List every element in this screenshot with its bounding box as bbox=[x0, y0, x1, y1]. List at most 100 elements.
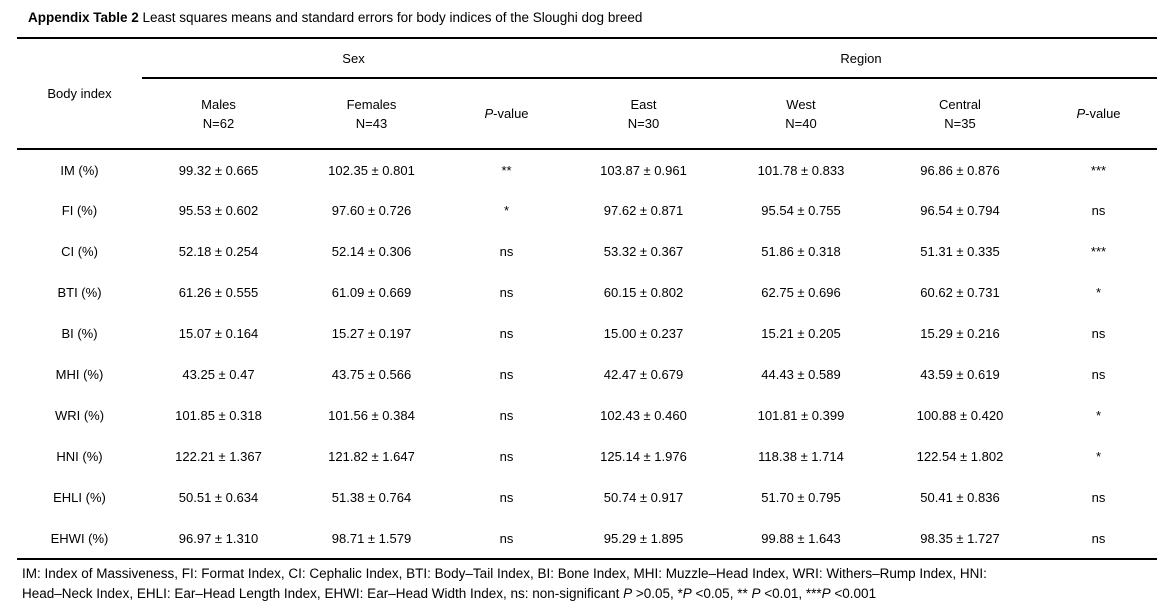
table-cell: ns bbox=[499, 490, 514, 505]
body-index-cell: FI (%) bbox=[61, 203, 98, 218]
table-cell: *** bbox=[1090, 162, 1107, 178]
females-column-header: Females N=43 bbox=[295, 78, 448, 150]
column-n: N=40 bbox=[785, 115, 817, 131]
column-name: Females bbox=[346, 96, 397, 112]
table-cell: 101.85 ± 0.318 bbox=[175, 408, 262, 423]
table-row: BI (%) 15.07 ± 0.164 15.27 ± 0.197 ns 15… bbox=[17, 313, 1157, 354]
table-cell: 101.78 ± 0.833 bbox=[757, 162, 845, 178]
table-cell: 15.29 ± 0.216 bbox=[920, 326, 1000, 341]
table-cell: ns bbox=[499, 408, 514, 423]
table-cell: * bbox=[1095, 449, 1102, 464]
table-cell: 122.21 ± 1.367 bbox=[175, 449, 262, 464]
table-caption: Appendix Table 2 Least squares means and… bbox=[28, 10, 643, 25]
table-cell: 62.75 ± 0.696 bbox=[761, 285, 841, 300]
table-cell: 99.88 ± 1.643 bbox=[761, 530, 841, 546]
table-row: EHWI (%) 96.97 ± 1.310 98.71 ± 1.579 ns … bbox=[17, 518, 1157, 559]
table-cell: 43.25 ± 0.47 bbox=[182, 367, 255, 382]
table-cell: 52.18 ± 0.254 bbox=[178, 244, 259, 259]
table-cell: ns bbox=[499, 244, 514, 259]
column-name: Central bbox=[939, 96, 981, 112]
sex-pvalue-column-header: P-value bbox=[448, 78, 565, 150]
table-cell: 60.15 ± 0.802 bbox=[603, 285, 684, 300]
table-cell: ns bbox=[499, 326, 514, 341]
table-row: EHLI (%) 50.51 ± 0.634 51.38 ± 0.764 ns … bbox=[17, 477, 1157, 518]
table-cell: 95.54 ± 0.755 bbox=[761, 203, 841, 218]
central-column-header: Central N=35 bbox=[880, 78, 1040, 150]
table-cell: 97.60 ± 0.726 bbox=[331, 203, 412, 218]
column-n: N=62 bbox=[202, 115, 235, 131]
table-cell: 42.47 ± 0.679 bbox=[603, 367, 684, 382]
table-cell: 15.27 ± 0.197 bbox=[331, 326, 412, 341]
table-cell: 102.35 ± 0.801 bbox=[328, 162, 415, 178]
table-footnote: IM: Index of Massiveness, FI: Format Ind… bbox=[22, 564, 1170, 604]
sex-group-header: Sex bbox=[142, 38, 565, 79]
east-column-header: East N=30 bbox=[565, 78, 722, 150]
body-indices-table: Body index Sex Region Males N=62 Females… bbox=[17, 37, 1158, 560]
table-cell: * bbox=[1095, 285, 1102, 300]
table-cell: 61.26 ± 0.555 bbox=[178, 285, 259, 300]
body-index-cell: EHLI (%) bbox=[53, 490, 106, 505]
body-index-header: Body index bbox=[17, 38, 142, 150]
table-cell: * bbox=[1095, 408, 1102, 423]
table-cell: 98.71 ± 1.579 bbox=[331, 530, 412, 546]
table-cell: ns bbox=[1091, 203, 1106, 218]
table-row: WRI (%) 101.85 ± 0.318 101.56 ± 0.384 ns… bbox=[17, 395, 1157, 436]
table-row: FI (%) 95.53 ± 0.602 97.60 ± 0.726 * 97.… bbox=[17, 190, 1157, 231]
table-cell: 61.09 ± 0.669 bbox=[331, 285, 412, 300]
table-cell: ns bbox=[1091, 326, 1106, 341]
table-cell: 50.41 ± 0.836 bbox=[920, 490, 1000, 505]
body-index-cell: BTI (%) bbox=[57, 285, 102, 300]
column-n: N=35 bbox=[944, 115, 976, 131]
table-cell: 51.38 ± 0.764 bbox=[331, 490, 412, 505]
column-header-row: Males N=62 Females N=43 P-value East N=3… bbox=[17, 78, 1158, 150]
body-index-cell: IM (%) bbox=[60, 162, 99, 178]
table-row: HNI (%) 122.21 ± 1.367 121.82 ± 1.647 ns… bbox=[17, 436, 1157, 477]
table-row: CI (%) 52.18 ± 0.254 52.14 ± 0.306 ns 53… bbox=[17, 231, 1157, 272]
column-n: N=43 bbox=[355, 115, 388, 131]
table-cell: 103.87 ± 0.961 bbox=[600, 162, 687, 178]
table-cell: * bbox=[503, 203, 510, 218]
column-n: N=30 bbox=[627, 115, 660, 131]
table-cell: 97.62 ± 0.871 bbox=[603, 203, 684, 218]
table-cell: 44.43 ± 0.589 bbox=[761, 367, 841, 382]
column-name: West bbox=[786, 96, 816, 112]
table-cell: *** bbox=[1090, 244, 1107, 259]
table-cell: 95.53 ± 0.602 bbox=[178, 203, 259, 218]
body-index-cell: EHWI (%) bbox=[50, 530, 109, 546]
table-cell: 99.32 ± 0.665 bbox=[178, 162, 259, 178]
table-cell: 52.14 ± 0.306 bbox=[331, 244, 412, 259]
table-cell: 101.56 ± 0.384 bbox=[328, 408, 415, 423]
table-cell: 51.86 ± 0.318 bbox=[761, 244, 841, 259]
table-cell: 15.07 ± 0.164 bbox=[178, 326, 259, 341]
body-index-cell: BI (%) bbox=[61, 326, 98, 341]
table-cell: 118.38 ± 1.714 bbox=[758, 449, 844, 464]
table-cell: 15.21 ± 0.205 bbox=[761, 326, 841, 341]
table-cell: 102.43 ± 0.460 bbox=[600, 408, 687, 423]
table-cell: ns bbox=[499, 367, 514, 382]
males-column-header: Males N=62 bbox=[142, 78, 295, 150]
table-cell: 96.54 ± 0.794 bbox=[920, 203, 1000, 218]
table-cell: 43.59 ± 0.619 bbox=[920, 367, 1000, 382]
table-cell: 98.35 ± 1.727 bbox=[920, 530, 1000, 546]
table-cell: 51.31 ± 0.335 bbox=[920, 244, 1000, 259]
region-pvalue-column-header: P-value bbox=[1040, 78, 1158, 150]
table-cell: 60.62 ± 0.731 bbox=[920, 285, 1000, 300]
table-cell: 43.75 ± 0.566 bbox=[331, 367, 412, 382]
west-column-header: West N=40 bbox=[722, 78, 880, 150]
table-cell: 53.32 ± 0.367 bbox=[603, 244, 684, 259]
body-index-cell: MHI (%) bbox=[55, 367, 104, 382]
table-cell: ns bbox=[1091, 490, 1106, 505]
table-cell: ns bbox=[499, 285, 514, 300]
table-row: MHI (%) 43.25 ± 0.47 43.75 ± 0.566 ns 42… bbox=[17, 354, 1157, 395]
body-index-cell: WRI (%) bbox=[54, 408, 105, 423]
table-cell: 95.29 ± 1.895 bbox=[603, 530, 684, 546]
footnote-line-1: IM: Index of Massiveness, FI: Format Ind… bbox=[22, 566, 987, 581]
table-cell: 51.70 ± 0.795 bbox=[761, 490, 841, 505]
body-index-cell: CI (%) bbox=[61, 244, 98, 259]
table-cell: ** bbox=[501, 162, 512, 178]
table-cell: 101.81 ± 0.399 bbox=[757, 408, 845, 423]
table-cell: ns bbox=[1091, 367, 1106, 382]
table-row: BTI (%) 61.26 ± 0.555 61.09 ± 0.669 ns 6… bbox=[17, 272, 1157, 313]
column-name: East bbox=[630, 96, 657, 112]
